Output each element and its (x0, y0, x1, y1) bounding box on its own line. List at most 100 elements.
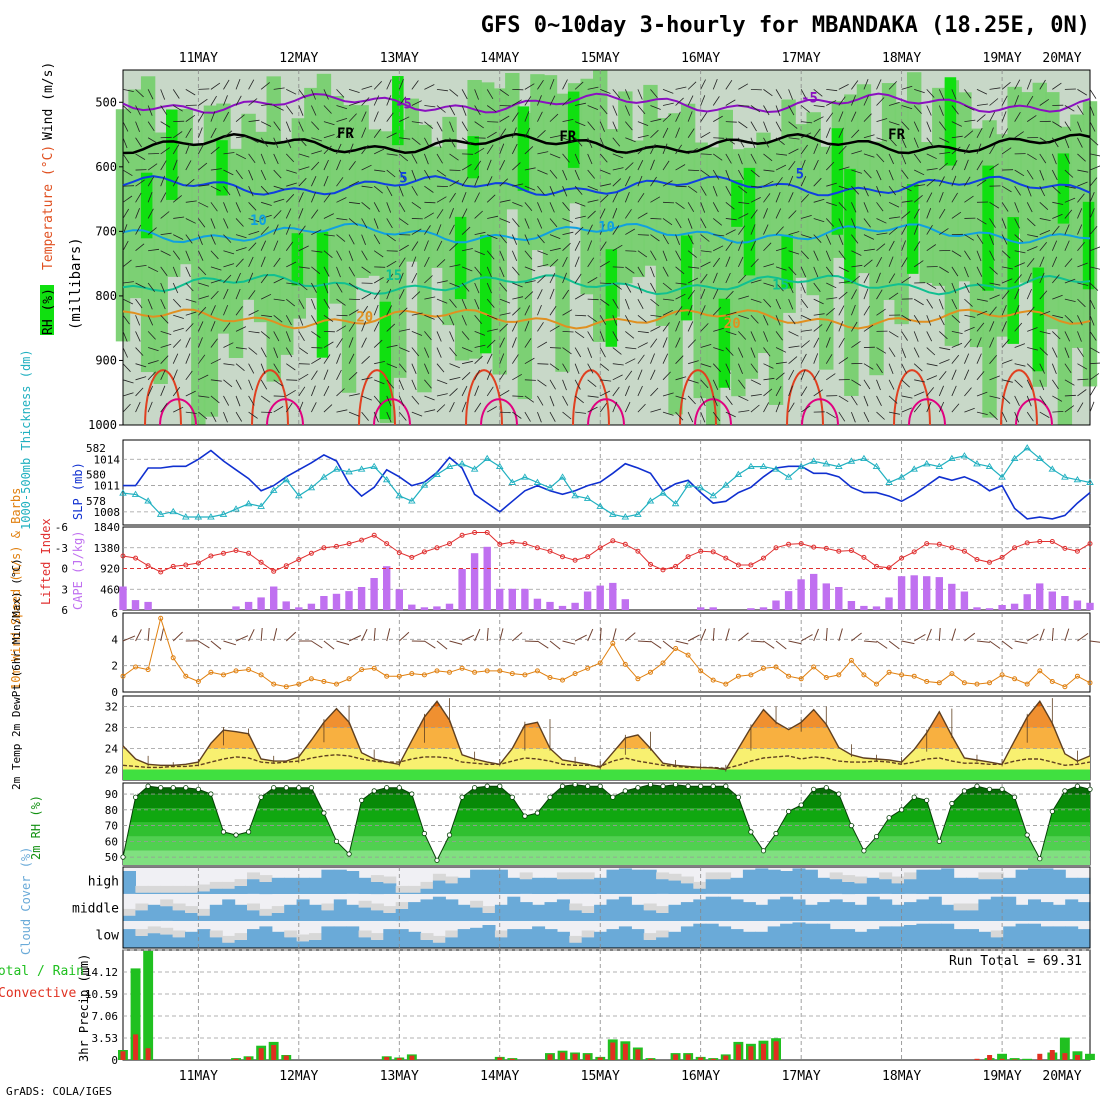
cloud-high-cell (792, 868, 806, 894)
thickness-point (596, 502, 605, 509)
wind-barb (499, 89, 510, 97)
rh-mid-band (756, 132, 771, 354)
wind-barb (512, 411, 522, 419)
cloud-high-partial (135, 885, 149, 893)
wind-barb (637, 175, 643, 187)
wind-barb (512, 282, 523, 288)
wind10m-barb (901, 640, 915, 645)
wind-barb (800, 266, 807, 278)
wind-barb (813, 116, 824, 122)
wind10m-point (246, 667, 252, 673)
rh2m-point (610, 794, 616, 800)
wind-barb (348, 160, 356, 171)
wind-barb (788, 192, 794, 203)
wind-barb (235, 78, 241, 90)
wind-barb (1026, 153, 1037, 161)
wind-barb (1026, 272, 1032, 284)
cape-bar (119, 586, 127, 610)
cloud-high-partial (854, 876, 868, 884)
wind-barb (650, 143, 656, 155)
wind-barb (687, 411, 694, 423)
cloud-high-cell (346, 871, 360, 894)
wind-barb (311, 105, 317, 116)
wind-barb (210, 202, 218, 212)
thickness-point (709, 491, 718, 499)
wind10m-barb (650, 640, 662, 649)
wind-barb (386, 288, 392, 300)
wind-barb (524, 111, 530, 122)
wind-barb (637, 89, 643, 100)
wind-barb (976, 103, 988, 106)
wind-barb (1077, 224, 1083, 235)
rh-strong-band (1032, 267, 1045, 372)
wind10m-point (484, 668, 490, 674)
cloud-middle-cell (879, 899, 893, 921)
lifted-point (346, 541, 352, 547)
precip-convective-bar (773, 1041, 779, 1060)
cloud-high-cell (742, 869, 756, 894)
wind-barb (612, 225, 620, 235)
wind-barb (411, 273, 418, 284)
wind-barb (235, 169, 243, 180)
cloud-middle-partial (321, 903, 335, 911)
wind-barb (223, 169, 234, 176)
wind-barb (361, 266, 371, 274)
wind-barb (537, 363, 549, 365)
lifted-point (597, 545, 603, 551)
wind-barb (398, 96, 407, 106)
wind-barb (348, 180, 360, 187)
wind-barb (537, 411, 542, 423)
wind10m-point (635, 676, 641, 682)
wind-barb (976, 353, 982, 364)
cloud-high-partial (259, 875, 273, 882)
wind-barb (1039, 98, 1050, 106)
wind-barb (951, 160, 958, 171)
contour-label: 10 (598, 219, 615, 235)
wind-barb (1089, 331, 1097, 341)
wind-barb (750, 331, 756, 342)
wind-barb (913, 347, 920, 358)
wind-barb (650, 338, 658, 348)
wind10m-point (472, 669, 478, 675)
wind-barb (951, 105, 959, 115)
wind-barb (599, 347, 606, 358)
cape-bar (596, 585, 604, 610)
wind-barb (361, 411, 369, 421)
wind-barb (424, 185, 434, 193)
wind-barb (1039, 153, 1047, 164)
wind-barb (1014, 131, 1024, 139)
wind-barb (160, 89, 166, 100)
cloud-low-partial (284, 930, 298, 938)
wind-barb (562, 272, 567, 284)
wind-barb (1064, 258, 1073, 268)
wind-barb (1077, 169, 1089, 173)
wind-barb (876, 272, 881, 284)
contour-label: 20 (724, 316, 741, 332)
cloud-high-cell (284, 877, 298, 894)
wind-barb (1089, 315, 1095, 326)
warm-contour (1015, 398, 1053, 426)
thickness-point (207, 513, 215, 520)
rh-mid-band (1045, 92, 1060, 330)
cloud-high-cell (172, 892, 186, 894)
wind-barb (461, 385, 468, 397)
wind-barb (160, 121, 171, 128)
wind-barb (612, 315, 618, 326)
wind-barb (863, 305, 871, 316)
wind-barb (826, 100, 837, 106)
wind-barb (612, 331, 619, 342)
bottom-date-label: 16MAY (681, 1069, 720, 1084)
rh-mid-band (316, 73, 332, 277)
cloud-middle-partial (247, 903, 260, 911)
rh-mid-band (555, 93, 570, 372)
cloud-middle-cell (1077, 902, 1091, 921)
wind-barb (1026, 186, 1032, 197)
wind-barb (235, 95, 242, 106)
wind-barb (147, 227, 157, 235)
lifted-point (522, 541, 528, 547)
wind-barb (725, 379, 731, 391)
thickness-point (684, 481, 692, 488)
wind-barb (901, 407, 912, 413)
wind-barb (210, 218, 216, 229)
wind-barb (625, 358, 636, 365)
